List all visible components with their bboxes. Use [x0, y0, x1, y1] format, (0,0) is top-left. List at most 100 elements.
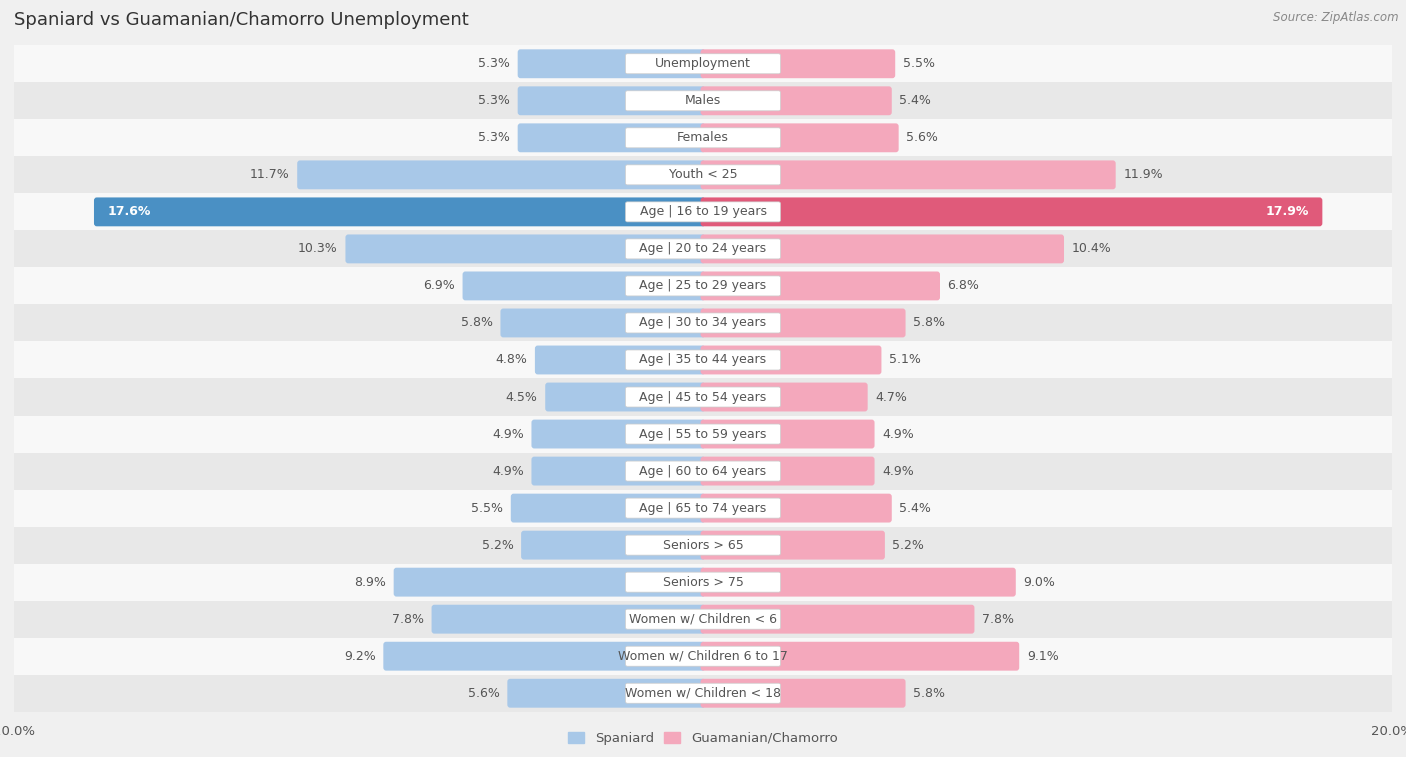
FancyBboxPatch shape — [501, 309, 706, 338]
Text: 4.8%: 4.8% — [495, 354, 527, 366]
FancyBboxPatch shape — [626, 646, 780, 666]
FancyBboxPatch shape — [626, 684, 780, 703]
Text: 5.8%: 5.8% — [912, 687, 945, 699]
Text: 4.7%: 4.7% — [875, 391, 907, 403]
FancyBboxPatch shape — [700, 494, 891, 522]
Text: Seniors > 65: Seniors > 65 — [662, 539, 744, 552]
Text: Spaniard vs Guamanian/Chamorro Unemployment: Spaniard vs Guamanian/Chamorro Unemploym… — [14, 11, 468, 30]
Text: Women w/ Children < 18: Women w/ Children < 18 — [626, 687, 780, 699]
FancyBboxPatch shape — [700, 198, 1323, 226]
Text: 4.9%: 4.9% — [492, 428, 524, 441]
Text: Age | 16 to 19 years: Age | 16 to 19 years — [640, 205, 766, 218]
Text: 17.6%: 17.6% — [107, 205, 150, 218]
Text: 4.5%: 4.5% — [506, 391, 537, 403]
FancyBboxPatch shape — [463, 272, 706, 301]
Text: 9.1%: 9.1% — [1026, 650, 1059, 662]
Text: Seniors > 75: Seniors > 75 — [662, 575, 744, 589]
Text: Women w/ Children < 6: Women w/ Children < 6 — [628, 612, 778, 626]
FancyBboxPatch shape — [700, 605, 974, 634]
Bar — [14, 304, 1392, 341]
FancyBboxPatch shape — [700, 568, 1015, 597]
FancyBboxPatch shape — [700, 382, 868, 412]
Text: 5.3%: 5.3% — [478, 95, 510, 107]
FancyBboxPatch shape — [508, 679, 706, 708]
Text: 5.2%: 5.2% — [482, 539, 513, 552]
FancyBboxPatch shape — [626, 54, 780, 73]
Text: Age | 30 to 34 years: Age | 30 to 34 years — [640, 316, 766, 329]
Text: 9.0%: 9.0% — [1024, 575, 1056, 589]
Text: Source: ZipAtlas.com: Source: ZipAtlas.com — [1274, 11, 1399, 24]
FancyBboxPatch shape — [522, 531, 706, 559]
FancyBboxPatch shape — [626, 165, 780, 185]
FancyBboxPatch shape — [626, 461, 780, 481]
FancyBboxPatch shape — [517, 49, 706, 78]
FancyBboxPatch shape — [517, 123, 706, 152]
Bar — [14, 674, 1392, 712]
FancyBboxPatch shape — [700, 309, 905, 338]
Text: 5.5%: 5.5% — [471, 502, 503, 515]
FancyBboxPatch shape — [510, 494, 706, 522]
Text: 5.5%: 5.5% — [903, 58, 935, 70]
Bar — [14, 83, 1392, 120]
FancyBboxPatch shape — [384, 642, 706, 671]
FancyBboxPatch shape — [297, 160, 706, 189]
FancyBboxPatch shape — [531, 419, 706, 448]
FancyBboxPatch shape — [700, 86, 891, 115]
Text: 4.9%: 4.9% — [882, 428, 914, 441]
Bar — [14, 637, 1392, 674]
FancyBboxPatch shape — [94, 198, 706, 226]
FancyBboxPatch shape — [531, 456, 706, 485]
Text: 11.7%: 11.7% — [250, 168, 290, 182]
Text: 9.2%: 9.2% — [344, 650, 375, 662]
FancyBboxPatch shape — [517, 86, 706, 115]
FancyBboxPatch shape — [700, 160, 1116, 189]
Text: Age | 25 to 29 years: Age | 25 to 29 years — [640, 279, 766, 292]
Text: 11.9%: 11.9% — [1123, 168, 1163, 182]
Text: Age | 60 to 64 years: Age | 60 to 64 years — [640, 465, 766, 478]
Text: Age | 45 to 54 years: Age | 45 to 54 years — [640, 391, 766, 403]
Text: 4.9%: 4.9% — [882, 465, 914, 478]
Bar — [14, 120, 1392, 157]
Text: Females: Females — [678, 131, 728, 145]
FancyBboxPatch shape — [626, 313, 780, 333]
FancyBboxPatch shape — [626, 535, 780, 555]
Text: 5.8%: 5.8% — [461, 316, 494, 329]
FancyBboxPatch shape — [700, 49, 896, 78]
FancyBboxPatch shape — [626, 387, 780, 407]
FancyBboxPatch shape — [626, 498, 780, 518]
Text: 5.1%: 5.1% — [889, 354, 921, 366]
Text: 17.9%: 17.9% — [1265, 205, 1309, 218]
FancyBboxPatch shape — [700, 123, 898, 152]
FancyBboxPatch shape — [626, 572, 780, 592]
Bar — [14, 416, 1392, 453]
FancyBboxPatch shape — [626, 276, 780, 296]
FancyBboxPatch shape — [700, 679, 905, 708]
Text: 7.8%: 7.8% — [981, 612, 1014, 626]
Text: Males: Males — [685, 95, 721, 107]
Bar — [14, 267, 1392, 304]
Text: 5.8%: 5.8% — [912, 316, 945, 329]
FancyBboxPatch shape — [626, 350, 780, 370]
FancyBboxPatch shape — [346, 235, 706, 263]
Text: 5.4%: 5.4% — [900, 95, 931, 107]
FancyBboxPatch shape — [700, 642, 1019, 671]
Text: 8.9%: 8.9% — [354, 575, 387, 589]
FancyBboxPatch shape — [432, 605, 706, 634]
FancyBboxPatch shape — [626, 239, 780, 259]
Text: 5.6%: 5.6% — [468, 687, 499, 699]
FancyBboxPatch shape — [626, 91, 780, 111]
FancyBboxPatch shape — [700, 419, 875, 448]
Bar — [14, 453, 1392, 490]
FancyBboxPatch shape — [700, 456, 875, 485]
Bar — [14, 157, 1392, 193]
Text: 5.2%: 5.2% — [893, 539, 924, 552]
FancyBboxPatch shape — [700, 531, 884, 559]
FancyBboxPatch shape — [626, 202, 780, 222]
Text: 5.6%: 5.6% — [907, 131, 938, 145]
Text: 7.8%: 7.8% — [392, 612, 425, 626]
Text: 4.9%: 4.9% — [492, 465, 524, 478]
Text: 6.9%: 6.9% — [423, 279, 456, 292]
FancyBboxPatch shape — [700, 272, 941, 301]
Bar — [14, 527, 1392, 564]
Text: 10.4%: 10.4% — [1071, 242, 1111, 255]
